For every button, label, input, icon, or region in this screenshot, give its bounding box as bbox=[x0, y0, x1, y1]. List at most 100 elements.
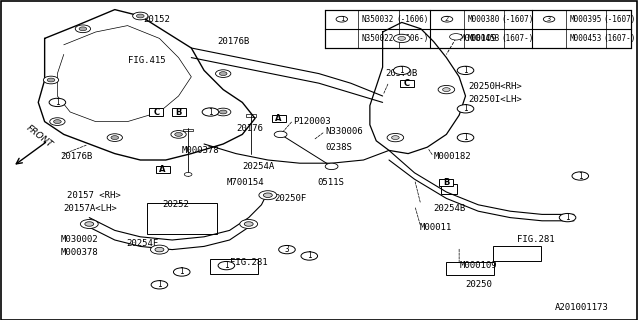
Text: 20250H<RH>: 20250H<RH> bbox=[468, 82, 522, 91]
Text: 20250: 20250 bbox=[465, 280, 492, 289]
Circle shape bbox=[216, 70, 231, 77]
Text: 1: 1 bbox=[179, 268, 184, 276]
Circle shape bbox=[438, 85, 454, 94]
Text: M700154: M700154 bbox=[227, 178, 265, 187]
Circle shape bbox=[111, 136, 118, 140]
Circle shape bbox=[47, 78, 55, 82]
Circle shape bbox=[387, 133, 404, 142]
Circle shape bbox=[278, 245, 295, 254]
Circle shape bbox=[457, 66, 474, 75]
Text: 1: 1 bbox=[340, 16, 344, 22]
Circle shape bbox=[572, 172, 589, 180]
Circle shape bbox=[218, 261, 235, 270]
Bar bbox=[493, 246, 541, 261]
Circle shape bbox=[151, 281, 168, 289]
Bar bbox=[211, 259, 259, 274]
Circle shape bbox=[220, 110, 227, 114]
Text: 20176: 20176 bbox=[236, 124, 263, 132]
Bar bbox=[172, 108, 186, 116]
Text: 20250F: 20250F bbox=[274, 194, 307, 203]
Text: (-1607): (-1607) bbox=[604, 15, 636, 24]
Circle shape bbox=[173, 268, 190, 276]
Text: 3: 3 bbox=[285, 245, 289, 254]
Text: A: A bbox=[159, 165, 166, 174]
Circle shape bbox=[394, 66, 410, 75]
Circle shape bbox=[394, 34, 410, 43]
Text: FIG.415: FIG.415 bbox=[127, 56, 165, 65]
Circle shape bbox=[216, 108, 231, 116]
Bar bbox=[446, 262, 494, 275]
Circle shape bbox=[184, 172, 192, 176]
Text: M000378: M000378 bbox=[182, 146, 220, 155]
Circle shape bbox=[336, 16, 348, 22]
Text: M000109: M000109 bbox=[459, 34, 497, 43]
Text: (1607-): (1607-) bbox=[604, 34, 636, 43]
Circle shape bbox=[81, 220, 98, 228]
Text: M030002: M030002 bbox=[61, 236, 98, 244]
Circle shape bbox=[107, 134, 122, 141]
Text: 2: 2 bbox=[445, 16, 449, 22]
Circle shape bbox=[543, 16, 555, 22]
Text: 20176B: 20176B bbox=[61, 152, 93, 161]
Text: 20157 <RH>: 20157 <RH> bbox=[67, 191, 121, 200]
Text: 1: 1 bbox=[55, 98, 60, 107]
Text: 1: 1 bbox=[463, 66, 468, 75]
Bar bbox=[183, 129, 193, 131]
Circle shape bbox=[175, 132, 182, 136]
Text: 0238S: 0238S bbox=[325, 143, 352, 152]
Text: 20152: 20152 bbox=[143, 15, 170, 24]
Text: 20157A<LH>: 20157A<LH> bbox=[64, 204, 118, 212]
Text: A: A bbox=[275, 114, 282, 123]
Text: M000395: M000395 bbox=[569, 15, 602, 24]
Text: 20176B: 20176B bbox=[217, 37, 249, 46]
Circle shape bbox=[274, 131, 287, 138]
Circle shape bbox=[136, 14, 144, 18]
Text: A201001173: A201001173 bbox=[555, 303, 609, 312]
Text: 20252: 20252 bbox=[163, 200, 189, 209]
Text: M000182: M000182 bbox=[434, 152, 471, 161]
Text: 0511S: 0511S bbox=[317, 178, 344, 187]
Text: FIG.281: FIG.281 bbox=[230, 258, 267, 267]
Circle shape bbox=[457, 133, 474, 142]
Text: (-1607): (-1607) bbox=[502, 15, 534, 24]
Text: (-1606): (-1606) bbox=[396, 15, 429, 24]
Text: P120003: P120003 bbox=[293, 117, 331, 126]
Circle shape bbox=[76, 25, 90, 33]
Circle shape bbox=[301, 252, 317, 260]
Circle shape bbox=[220, 72, 227, 76]
Circle shape bbox=[442, 16, 452, 22]
Circle shape bbox=[50, 118, 65, 125]
Circle shape bbox=[449, 34, 462, 40]
Text: B: B bbox=[175, 108, 182, 116]
Text: M000453: M000453 bbox=[467, 34, 500, 43]
Text: M000109: M000109 bbox=[459, 261, 497, 270]
Circle shape bbox=[457, 105, 474, 113]
Circle shape bbox=[398, 36, 406, 40]
Text: M00011: M00011 bbox=[420, 223, 452, 232]
Text: 1: 1 bbox=[399, 66, 404, 75]
Bar bbox=[246, 114, 256, 117]
Text: 20254A: 20254A bbox=[243, 162, 275, 171]
Circle shape bbox=[259, 191, 276, 200]
Text: FRONT: FRONT bbox=[25, 123, 54, 149]
Circle shape bbox=[202, 108, 219, 116]
Text: 1: 1 bbox=[224, 261, 228, 270]
Circle shape bbox=[240, 220, 258, 228]
Text: N350022: N350022 bbox=[362, 34, 394, 43]
Text: FIG.281: FIG.281 bbox=[516, 236, 554, 244]
Text: 1: 1 bbox=[578, 172, 582, 180]
Bar bbox=[400, 80, 414, 87]
Text: 20570B: 20570B bbox=[386, 69, 418, 78]
Bar bbox=[325, 10, 631, 48]
Text: 20254F: 20254F bbox=[126, 239, 159, 248]
Text: 20254B: 20254B bbox=[434, 204, 466, 212]
Circle shape bbox=[325, 163, 338, 170]
Bar bbox=[440, 179, 453, 186]
Circle shape bbox=[132, 12, 148, 20]
Text: 3: 3 bbox=[547, 16, 551, 22]
Text: (1606-): (1606-) bbox=[396, 34, 429, 43]
Text: M000378: M000378 bbox=[61, 248, 98, 257]
Circle shape bbox=[49, 98, 66, 107]
Circle shape bbox=[54, 120, 61, 124]
Text: 1: 1 bbox=[157, 280, 162, 289]
